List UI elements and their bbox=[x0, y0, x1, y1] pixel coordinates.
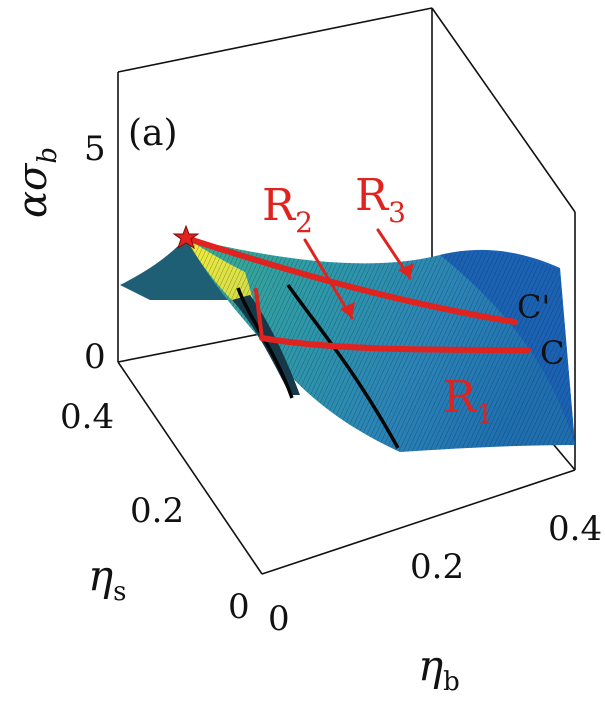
svg-text:ασb: ασb bbox=[10, 147, 63, 218]
x-tick-0.4: 0.4 bbox=[548, 509, 602, 549]
z-axis-label: ασb bbox=[10, 147, 63, 218]
arrow-r2 bbox=[303, 238, 354, 320]
curve-c-prime bbox=[183, 235, 518, 325]
z-tick-5: 5 bbox=[84, 129, 106, 169]
x-axis-label: ηb bbox=[418, 641, 460, 697]
z-label-sub: b bbox=[33, 147, 63, 164]
y-tick-0.2: 0.2 bbox=[130, 491, 184, 531]
star-marker bbox=[172, 224, 200, 250]
arrowhead-r2 bbox=[340, 302, 355, 318]
black-contour-1 bbox=[286, 283, 400, 449]
region-label-r2: R2 bbox=[262, 180, 313, 239]
z-tick-0: 0 bbox=[84, 337, 106, 377]
arrowhead-r3 bbox=[398, 263, 414, 278]
z-label-main: ασ bbox=[10, 162, 56, 218]
y-tick-0.4: 0.4 bbox=[60, 397, 114, 437]
surface-back-lobe bbox=[120, 238, 232, 300]
curve-label-c-prime: C' bbox=[517, 288, 550, 326]
curve-vertical bbox=[254, 288, 264, 340]
region-label-r1: R1 bbox=[443, 372, 494, 431]
x-tick-0: 0 bbox=[268, 599, 290, 639]
curve-label-c: C bbox=[540, 334, 564, 372]
y-axis-label: ηs bbox=[88, 551, 127, 607]
y-tick-0: 0 bbox=[228, 587, 250, 627]
panel-label: (a) bbox=[128, 113, 178, 154]
curve-c bbox=[259, 335, 531, 353]
region-label-r3: R3 bbox=[355, 170, 406, 229]
x-tick-0.2: 0.2 bbox=[410, 547, 464, 587]
surface bbox=[120, 238, 575, 452]
